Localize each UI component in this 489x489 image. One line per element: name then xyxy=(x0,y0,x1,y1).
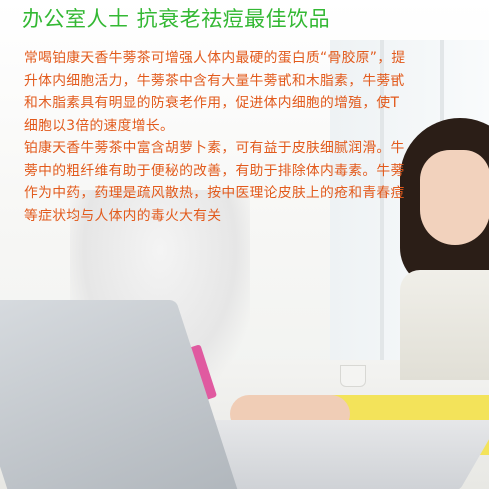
woman-blouse xyxy=(400,270,489,380)
smiling-woman-face xyxy=(420,150,489,245)
paragraph-skin: 铂康天香牛蒡茶中富含胡萝卜素，可有益于皮肤细腻润滑。牛蒡中的粗纤维有助于便秘的改… xyxy=(24,140,405,224)
headline: 办公室人士 抗衰老祛痘最佳饮品 xyxy=(22,7,331,31)
ad-body-text: 常喝铂康天香牛蒡茶可增强人体内最硬的蛋白质“骨胶原”，提升体内细胞活力，牛蒡茶中… xyxy=(24,47,408,227)
window-frame xyxy=(380,40,384,370)
coffee-mug xyxy=(340,365,366,387)
paragraph-collagen: 常喝铂康天香牛蒡茶可增强人体内最硬的蛋白质“骨胶原”，提升体内细胞活力，牛蒡茶中… xyxy=(24,50,406,134)
